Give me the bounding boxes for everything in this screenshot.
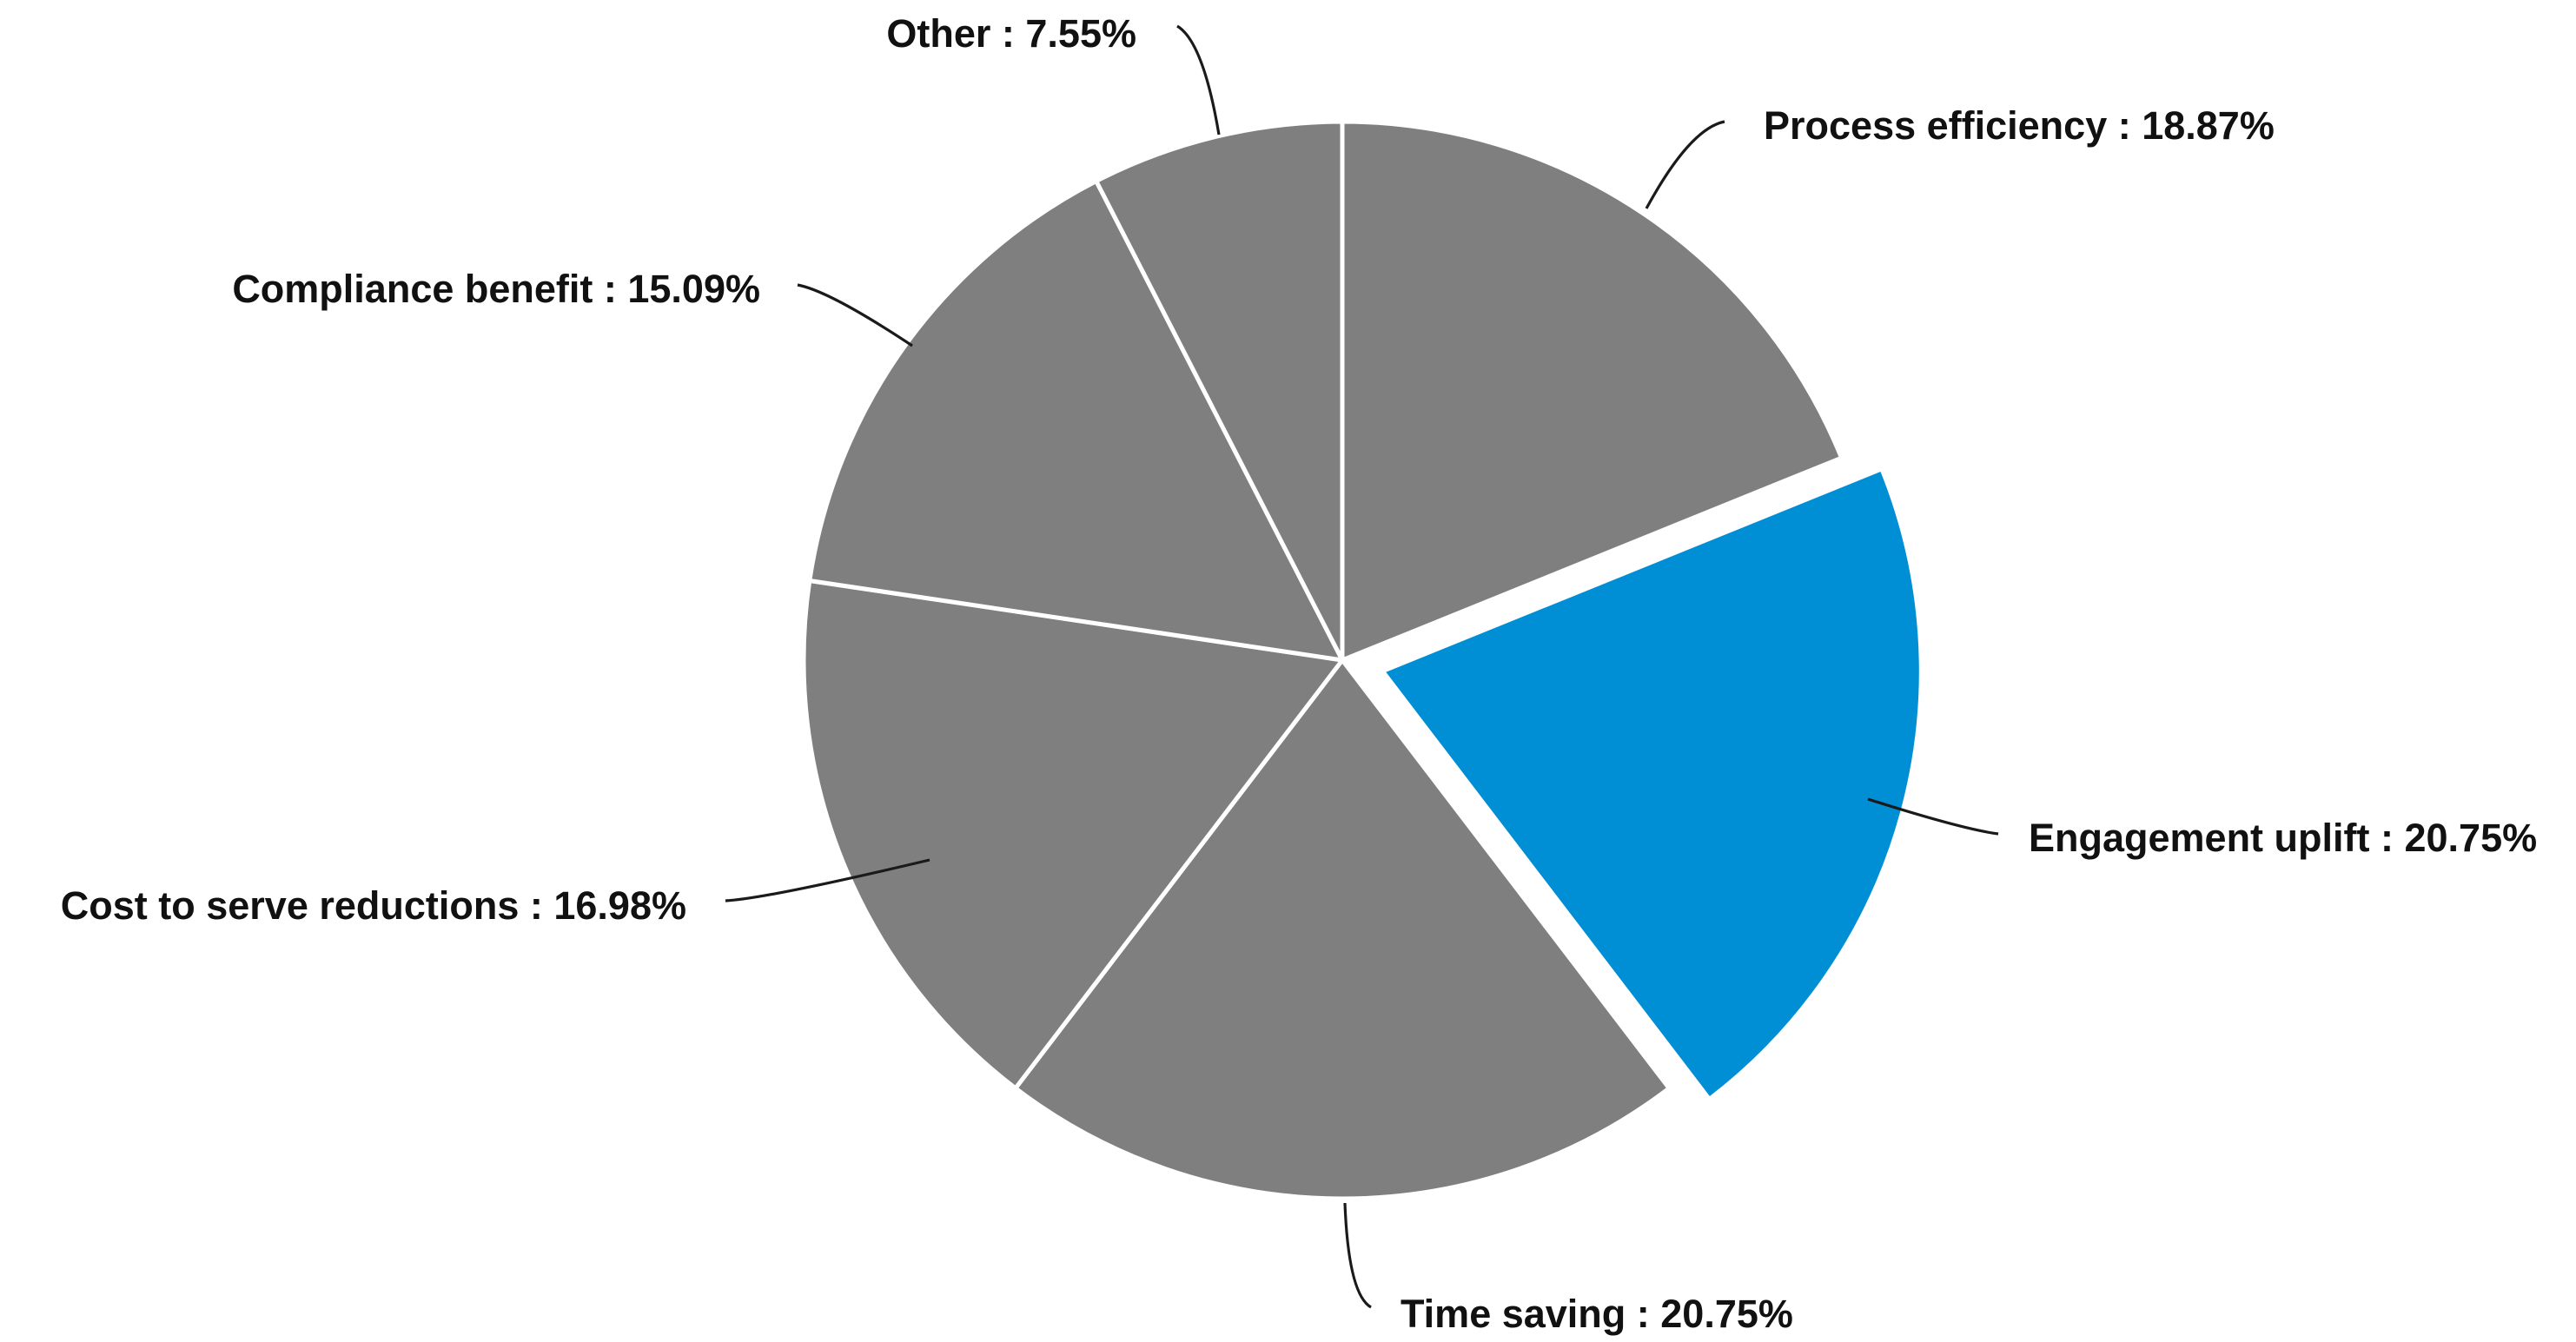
slice-label-engagement-uplift: Engagement uplift : 20.75% [2029,816,2537,860]
slice-label-time-saving: Time saving : 20.75% [1401,1292,1793,1336]
leader-line-other [1176,24,1221,136]
slices-layer [801,119,1924,1201]
slice-label-other: Other : 7.55% [886,11,1136,56]
leader-line-process-efficiency [1645,120,1725,209]
pie-slice-compliance-benefit [807,178,1345,663]
pie-slice-engagement-uplift [1380,466,1924,1101]
leader-lines-layer [725,24,1999,1309]
pie-slice-cost-to-serve-reductions [801,578,1345,1091]
pie-slice-process-efficiency [1340,119,1844,663]
pie-slice-time-saving [1013,658,1672,1201]
slice-label-cost-to-serve-reductions: Cost to serve reductions : 16.98% [61,883,686,928]
labels-layer: Process efficiency : 18.87% Engagement up… [61,11,2537,1336]
leader-line-engagement-uplift [1867,797,1999,836]
leader-line-compliance-benefit [797,283,913,347]
leader-line-time-saving [1343,1202,1372,1309]
slice-label-compliance-benefit: Compliance benefit : 15.09% [232,267,760,311]
slice-label-process-efficiency: Process efficiency : 18.87% [1764,103,2275,148]
pie-slice-other [1094,119,1345,663]
leader-line-cost-to-serve-reductions [725,858,930,902]
